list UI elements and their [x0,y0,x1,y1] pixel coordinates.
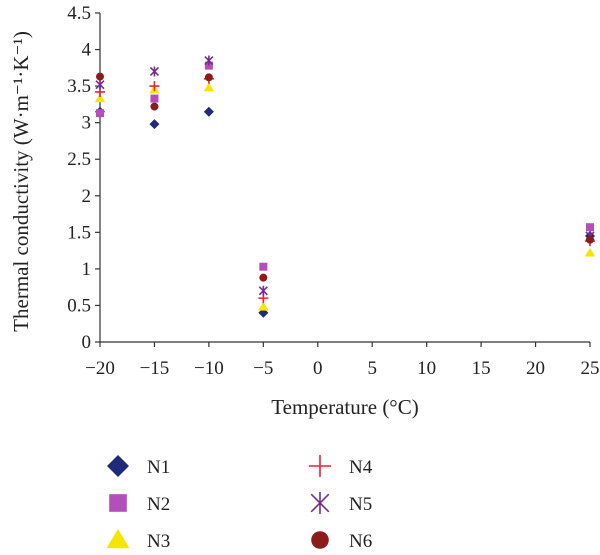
y-tick-label: 2 [82,186,92,207]
data-point [259,273,268,282]
data-point [584,247,596,257]
x-tick-label: −10 [194,358,224,379]
legend-label: N1 [147,457,170,478]
legend-marker [107,455,129,477]
y-tick-label: 4 [82,40,92,61]
data-point [203,82,215,92]
data-point [150,94,159,103]
y-tick-label: 3.5 [67,76,91,97]
y-ticks: 0 0.5 1 1.5 2 2.5 3 3.5 4 4.5 [67,3,100,353]
data-point [586,235,594,244]
legend-marker [109,494,127,512]
y-tick-label: 1 [82,259,92,280]
x-tick-label: −15 [140,358,170,379]
y-tick-label: 0.5 [67,295,91,316]
data-point [259,262,268,271]
legend-item-n1: N1 [107,455,170,478]
data-point [204,55,214,66]
series-n4 [95,73,595,304]
legend-item-n5: N5 [310,492,372,515]
series-n5 [95,55,595,296]
data-point [96,72,104,81]
data-point [258,285,268,296]
x-tick-label: 0 [313,358,323,379]
y-tick-label: 0 [82,332,92,353]
legend-label: N2 [147,494,170,515]
x-tick-label: −5 [253,358,273,379]
data-point [258,301,269,311]
x-tick-label: −20 [85,358,115,379]
x-tick-label: 25 [581,358,600,379]
legend-label: N6 [349,531,372,552]
legend-marker [310,492,330,514]
x-tick-label: 20 [526,358,545,379]
legend-marker [311,531,329,549]
y-tick-label: 4.5 [67,3,91,24]
legend-label: N4 [349,457,373,478]
x-ticks: −20 −15 −10 −5 0 5 10 15 20 25 [85,342,600,379]
legend-label: N5 [349,494,372,515]
legend: N1 N2 N3 N4 N5 N6 [106,455,373,552]
data-point [204,73,213,82]
x-axis-title: Temperature (°C) [271,395,418,419]
y-axis-title: Thermal conductivity (W·m⁻¹·K⁻¹) [9,31,33,332]
data-point [204,61,213,70]
legend-marker [106,529,130,549]
y-tick-label: 3 [82,113,92,134]
series-n3 [94,82,596,311]
series-n2 [96,61,594,271]
data-point [149,66,160,77]
data-point [203,106,214,117]
legend-item-n4: N4 [309,455,373,478]
data-point [94,93,106,103]
x-tick-label: 15 [472,358,491,379]
data-point [586,223,594,232]
series-n1 [95,106,595,318]
data-point [149,81,160,92]
legend-marker [309,455,331,477]
x-tick-label: 5 [367,358,377,379]
axes [99,13,590,343]
legend-item-n6: N6 [311,531,372,552]
y-tick-label: 2.5 [67,149,91,170]
y-tick-label: 1.5 [67,222,91,243]
legend-label: N3 [147,531,170,552]
legend-item-n2: N2 [109,494,170,515]
data-point [95,79,105,90]
data-points [94,55,596,318]
series-n6 [96,72,594,282]
data-point [150,102,159,111]
data-point [96,109,104,118]
x-tick-label: 10 [417,358,436,379]
data-point [149,119,160,130]
legend-item-n3: N3 [106,529,170,552]
